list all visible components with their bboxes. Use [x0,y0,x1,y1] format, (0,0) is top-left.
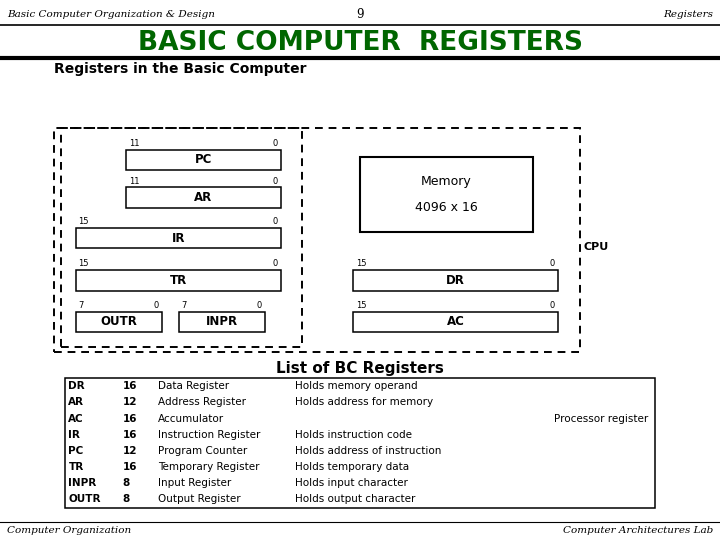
Text: Data Register: Data Register [158,381,230,391]
Text: AR: AR [68,397,84,407]
Text: Registers in the Basic Computer: Registers in the Basic Computer [54,62,307,76]
Text: Registers: Registers [663,10,713,18]
FancyBboxPatch shape [360,157,533,232]
Text: Holds address of instruction: Holds address of instruction [295,446,441,456]
FancyBboxPatch shape [76,312,162,332]
FancyBboxPatch shape [179,312,265,332]
Text: Accumulator: Accumulator [158,414,225,423]
Text: 4096 x 16: 4096 x 16 [415,201,478,214]
Text: 0: 0 [273,177,278,186]
Text: List of BC Registers: List of BC Registers [276,361,444,376]
Text: Temporary Register: Temporary Register [158,462,260,472]
Text: IR: IR [171,232,185,245]
Text: 0: 0 [273,259,278,268]
Text: AC: AC [446,315,464,328]
FancyBboxPatch shape [353,312,558,332]
Text: 8: 8 [122,495,130,504]
Text: Processor register: Processor register [554,414,648,423]
Text: INPR: INPR [68,478,96,488]
Text: 0: 0 [273,139,278,148]
Text: TR: TR [68,462,84,472]
FancyBboxPatch shape [76,228,281,248]
Text: OUTR: OUTR [100,315,138,328]
Text: 7: 7 [78,301,84,310]
Text: Input Register: Input Register [158,478,232,488]
Text: CPU: CPU [583,242,608,252]
Text: 16: 16 [122,381,137,391]
FancyBboxPatch shape [126,150,281,170]
Text: Output Register: Output Register [158,495,241,504]
Text: Basic Computer Organization & Design: Basic Computer Organization & Design [7,10,215,18]
Text: Computer Architectures Lab: Computer Architectures Lab [562,526,713,535]
Text: Holds address for memory: Holds address for memory [295,397,433,407]
Text: PC: PC [194,153,212,166]
Text: 12: 12 [122,446,137,456]
Text: 16: 16 [122,462,137,472]
Text: Program Counter: Program Counter [158,446,248,456]
Text: Holds input character: Holds input character [295,478,408,488]
Text: 7: 7 [181,301,186,310]
Text: AR: AR [194,191,212,204]
Text: AC: AC [68,414,84,423]
Text: DR: DR [68,381,85,391]
Text: 16: 16 [122,414,137,423]
Text: 0: 0 [154,301,159,310]
Text: 15: 15 [356,259,366,268]
Text: 15: 15 [356,301,366,310]
Text: Address Register: Address Register [158,397,246,407]
Text: 16: 16 [122,430,137,440]
Text: OUTR: OUTR [68,495,101,504]
Text: TR: TR [170,274,186,287]
Text: 12: 12 [122,397,137,407]
Text: PC: PC [68,446,84,456]
FancyBboxPatch shape [65,378,655,508]
FancyBboxPatch shape [126,187,281,208]
Text: 11: 11 [129,177,140,186]
Text: Holds temporary data: Holds temporary data [295,462,410,472]
Text: Instruction Register: Instruction Register [158,430,261,440]
Text: INPR: INPR [206,315,238,328]
Text: BASIC COMPUTER  REGISTERS: BASIC COMPUTER REGISTERS [138,30,582,56]
FancyBboxPatch shape [76,270,281,291]
Text: Holds memory operand: Holds memory operand [295,381,418,391]
Text: 15: 15 [78,217,89,226]
Text: IR: IR [68,430,80,440]
Text: 0: 0 [550,259,555,268]
FancyBboxPatch shape [353,270,558,291]
Text: 9: 9 [356,8,364,21]
Text: 15: 15 [78,259,89,268]
Text: Holds output character: Holds output character [295,495,415,504]
Text: 0: 0 [273,217,278,226]
Text: DR: DR [446,274,465,287]
Text: 11: 11 [129,139,140,148]
Text: Memory: Memory [421,175,472,188]
Text: 0: 0 [550,301,555,310]
Text: Holds instruction code: Holds instruction code [295,430,412,440]
Text: 8: 8 [122,478,130,488]
Text: 0: 0 [257,301,262,310]
Text: Computer Organization: Computer Organization [7,526,131,535]
